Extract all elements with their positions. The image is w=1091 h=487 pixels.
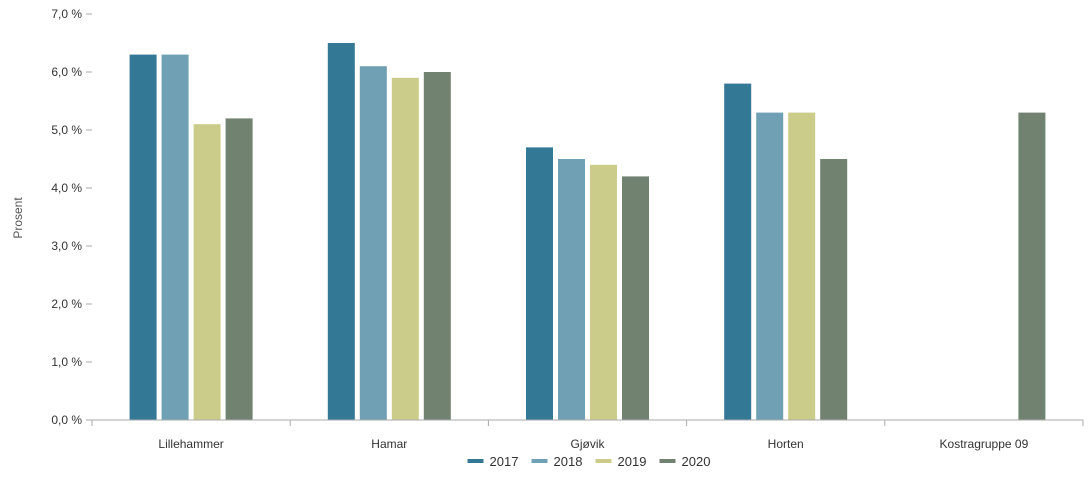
- bars: [129, 43, 1046, 421]
- legend-swatch-2017: [467, 459, 484, 463]
- y-tick-label: 6,0 %: [51, 65, 82, 79]
- legend-label[interactable]: 2018: [554, 454, 583, 469]
- bar-2020-0[interactable]: [225, 118, 253, 421]
- bar-2017-1[interactable]: [327, 43, 355, 420]
- bar-2017-3[interactable]: [724, 83, 752, 420]
- legend-label[interactable]: 2019: [618, 454, 647, 469]
- bar-2019-2[interactable]: [590, 164, 617, 420]
- bar-2019-1[interactable]: [391, 77, 419, 421]
- bar-2020-3[interactable]: [820, 159, 848, 420]
- y-tick-label: 1,0 %: [51, 355, 82, 369]
- y-tick-label: 0,0 %: [51, 413, 82, 427]
- legend-swatch-2019: [595, 459, 612, 463]
- bar-2020-4[interactable]: [1018, 112, 1046, 420]
- bar-2018-1[interactable]: [359, 66, 387, 420]
- bar-2020-2[interactable]: [622, 176, 649, 420]
- bar-2017-0[interactable]: [129, 54, 157, 420]
- legend-label[interactable]: 2020: [682, 454, 711, 469]
- legend-label[interactable]: 2017: [490, 454, 519, 469]
- legend-swatch-2020: [659, 459, 676, 463]
- y-axis-title: Prosent: [11, 197, 25, 239]
- bar-2018-0[interactable]: [161, 54, 189, 420]
- x-category-label: Horten: [768, 437, 804, 451]
- y-axis-ticks: 0,0 % 1,0 % 2,0 % 3,0 % 4,0 % 5,0 % 6,0 % 7,0 %: [51, 7, 92, 427]
- y-tick-label: 2,0 %: [51, 297, 82, 311]
- bar-2018-3[interactable]: [756, 112, 784, 420]
- bar-2020-1[interactable]: [423, 72, 451, 420]
- x-category-label: Hamar: [371, 437, 407, 451]
- x-category-label: Kostragruppe 09: [940, 437, 1029, 451]
- bar-2017-2[interactable]: [526, 147, 553, 420]
- y-axis-title-group: Prosent: [11, 197, 25, 239]
- x-axis: Lillehammer Hamar Gjøvik Horten Kostragruppe…: [91, 419, 1084, 451]
- x-category-label: Gjøvik: [571, 437, 606, 451]
- bar-2018-2[interactable]: [558, 159, 585, 420]
- y-tick-label: 4,0 %: [51, 181, 82, 195]
- legend-swatch-2018: [531, 459, 548, 463]
- y-tick-label: 5,0 %: [51, 123, 82, 137]
- bar-2019-0[interactable]: [193, 124, 221, 420]
- x-category-label: Lillehammer: [158, 437, 223, 451]
- bar-2019-3[interactable]: [788, 112, 816, 420]
- y-tick-label: 7,0 %: [51, 7, 82, 21]
- y-tick-label: 3,0 %: [51, 239, 82, 253]
- legend[interactable]: 2017 2018 2019 2020: [467, 454, 711, 469]
